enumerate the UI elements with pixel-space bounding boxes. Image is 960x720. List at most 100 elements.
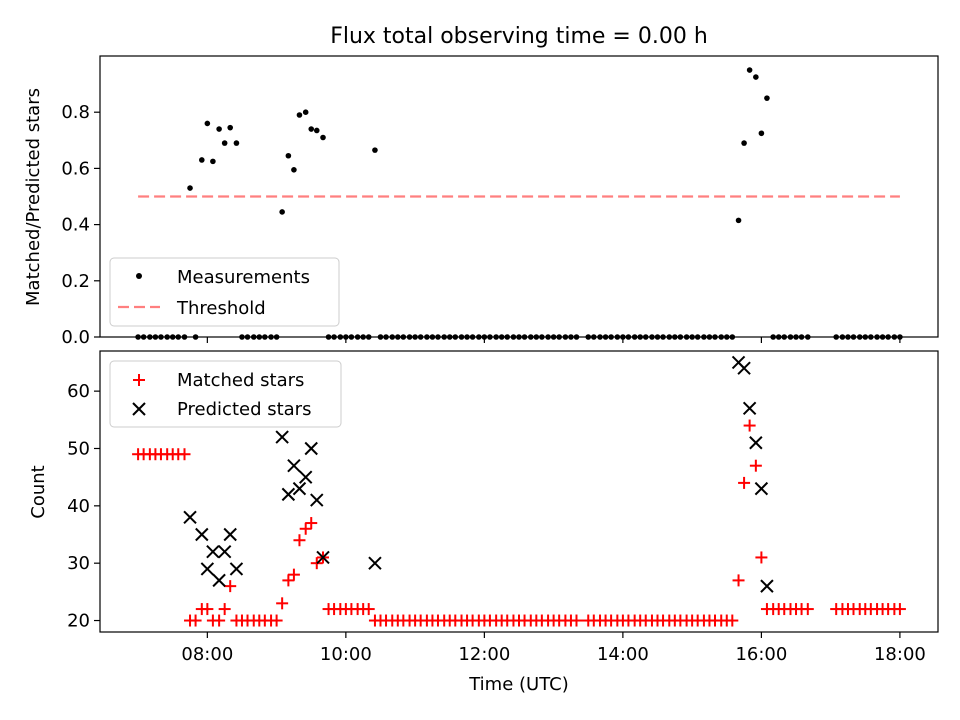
- legend-predicted-marker: [132, 402, 146, 416]
- predicted-point-b: [310, 493, 324, 507]
- measurement-point: [216, 126, 222, 132]
- measurement-point: [285, 152, 292, 159]
- predicted-point-b: [212, 573, 226, 588]
- bottom-y-tick-label: 30: [67, 553, 90, 574]
- predicted-point-b: [183, 510, 197, 525]
- top-panel: 0.00.20.40.60.8 Matched/Predicted stars …: [23, 55, 939, 348]
- predicted-point-b: [368, 556, 382, 570]
- top-x-ticks: [206, 337, 901, 343]
- predicted-point-b: [200, 562, 215, 576]
- matched-point: [749, 459, 762, 472]
- bottom-x-tick-label: 08:00: [181, 644, 233, 665]
- matched-point: [726, 614, 739, 627]
- predicted-point: [229, 562, 244, 576]
- measurement-point: [758, 130, 765, 137]
- predicted-point-b: [749, 436, 763, 450]
- matched-point: [224, 580, 237, 593]
- bottom-axes-frame: [99, 350, 939, 633]
- predicted-point: [275, 430, 289, 444]
- legend-measurements-label: Measurements: [177, 267, 310, 288]
- bottom-x-ticks: 08:00 10:00 12:00 14:00 16:00 18:00: [181, 632, 926, 665]
- matched-point: [732, 574, 745, 587]
- bottom-legend: Matched stars Predicted stars: [109, 360, 342, 428]
- predicted-point-b: [298, 470, 313, 484]
- matched-point: [282, 574, 295, 587]
- predicted-stars-points: [183, 355, 774, 593]
- matched-point: [270, 614, 283, 627]
- predicted-point: [316, 550, 330, 565]
- legend-matched-label: Matched stars: [177, 370, 304, 391]
- measurement-point: [764, 95, 770, 101]
- bottom-x-tick-label: 12:00: [458, 644, 510, 665]
- matched-point: [738, 476, 751, 489]
- predicted-point: [292, 481, 307, 496]
- predicted-point-b: [737, 361, 751, 375]
- measurement-point: [227, 124, 234, 131]
- measurement-point: [291, 167, 297, 173]
- predicted-point-b: [760, 579, 774, 593]
- measurement-point: [296, 112, 303, 118]
- predicted-point: [200, 562, 215, 576]
- measurement-point: [204, 120, 211, 127]
- predicted-point-b: [287, 458, 301, 473]
- predicted-point: [217, 545, 232, 559]
- bottom-y-axis-label: Count: [28, 465, 49, 518]
- predicted-point-b: [316, 550, 330, 565]
- top-y-tick-label: 0.2: [61, 271, 90, 292]
- measurement-point: [279, 209, 285, 215]
- legend-predicted-label: Predicted stars: [177, 399, 311, 420]
- predicted-point: [298, 470, 313, 484]
- top-legend: Measurements Threshold: [109, 257, 340, 327]
- measurement-point: [302, 109, 309, 115]
- matched-point: [299, 522, 312, 535]
- predicted-point: [760, 579, 774, 593]
- matched-point: [893, 603, 906, 616]
- measurement-point: [735, 217, 742, 224]
- predicted-point: [212, 573, 226, 588]
- predicted-point: [195, 527, 209, 542]
- predicted-point: [310, 493, 324, 507]
- matched-point: [305, 517, 318, 530]
- top-axes-frame: [99, 55, 939, 338]
- matched-point: [755, 551, 768, 564]
- measurement-point: [372, 147, 378, 153]
- measurement-point: [313, 127, 320, 134]
- legend-measurements-marker: [136, 273, 142, 279]
- predicted-point-b: [742, 401, 757, 416]
- matched-point: [293, 534, 306, 547]
- measurement-point: [308, 126, 315, 132]
- top-y-tick-label: 0.8: [61, 102, 90, 123]
- measurement-point: [199, 157, 205, 163]
- predicted-point-b: [223, 527, 237, 542]
- predicted-point-b: [275, 430, 289, 444]
- predicted-point-b: [206, 545, 220, 559]
- chart-title: Flux total observing time = 0.00 h: [330, 24, 708, 49]
- predicted-point: [223, 527, 237, 542]
- predicted-point: [754, 481, 769, 496]
- predicted-point: [287, 458, 301, 473]
- top-y-ticks: 0.0 0.2 0.4 0.6 0.8: [61, 102, 100, 348]
- top-y-axis-label: Matched/Predicted stars: [23, 88, 44, 306]
- matched-point: [178, 448, 191, 461]
- top-y-tick-label: 0.6: [61, 158, 90, 179]
- bottom-x-tick-label: 16:00: [735, 644, 787, 665]
- bottom-x-tick-label: 14:00: [597, 644, 649, 665]
- top-y-tick-label: 0.0: [61, 327, 90, 348]
- matched-point: [362, 603, 375, 616]
- matched-point: [287, 568, 300, 581]
- measurement-point: [753, 74, 759, 80]
- predicted-point-b: [195, 527, 209, 542]
- measurement-point: [210, 158, 216, 165]
- bottom-y-tick-label: 50: [67, 438, 90, 459]
- predicted-point-b: [754, 481, 769, 496]
- bottom-y-ticks: 20 30 40 50 60: [67, 381, 100, 632]
- x-axis-label: Time (UTC): [468, 674, 569, 695]
- predicted-point: [183, 510, 197, 525]
- matched-point: [201, 603, 214, 616]
- matched-point: [276, 597, 289, 610]
- predicted-point: [304, 441, 318, 456]
- predicted-point: [737, 361, 751, 375]
- bottom-panel: 20 30 40 50 60 08:00 10:00 12:00 14:00 16:00 18:0…: [28, 350, 939, 695]
- matched-point: [570, 614, 583, 627]
